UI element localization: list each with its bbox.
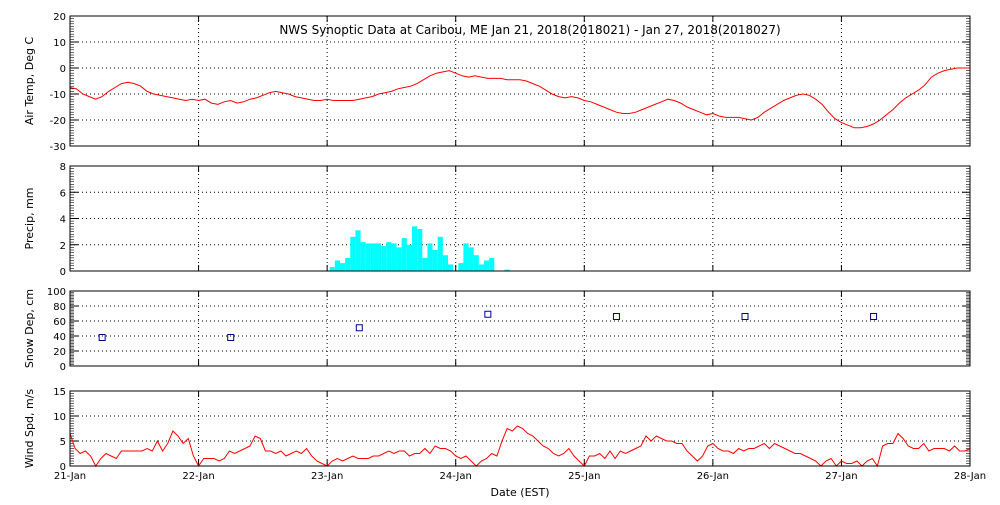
x-tick-label: 25-Jan xyxy=(568,471,600,482)
precip-bar xyxy=(458,263,464,271)
precip-bar xyxy=(468,247,474,271)
x-axis-title: Date (EST) xyxy=(490,486,549,499)
snow-depth-marker xyxy=(98,334,106,341)
precip-bar xyxy=(437,236,443,271)
wind-speed-ytick-label: 5 xyxy=(60,437,66,448)
precip-bar xyxy=(473,255,479,271)
precip-frame xyxy=(69,165,971,272)
precip-bar xyxy=(360,242,366,271)
precip-bar xyxy=(412,226,418,271)
air-temp-ylabel: Air Temp, Deg C xyxy=(23,37,36,126)
precip-bar xyxy=(427,243,433,271)
precip-bar xyxy=(504,269,510,271)
precip-bar xyxy=(345,257,351,271)
x-tick-label: 26-Jan xyxy=(697,471,729,482)
precip-bar xyxy=(365,243,371,271)
precip-bar xyxy=(376,243,382,271)
wind-speed-ytick-label: 10 xyxy=(53,412,66,423)
air-temp-ytick-label: 10 xyxy=(53,38,66,49)
wind-speed-series-line xyxy=(69,425,971,468)
precip-bar xyxy=(350,236,356,271)
precip-bar xyxy=(355,230,361,271)
precip-ytick-label: 2 xyxy=(60,241,66,252)
x-tick-label: 23-Jan xyxy=(311,471,343,482)
snow-depth-marker xyxy=(741,313,749,320)
chart-title: NWS Synoptic Data at Caribou, ME Jan 21,… xyxy=(279,23,780,37)
snow-depth-marker xyxy=(870,313,878,320)
precip-bar xyxy=(381,246,387,271)
snow-depth-ytick-label: 40 xyxy=(53,332,66,343)
precip-bar xyxy=(391,243,397,271)
air-temp-ytick-label: 20 xyxy=(53,12,66,23)
wind-speed-ytick-label: 0 xyxy=(60,462,66,473)
snow-depth-marker xyxy=(227,334,235,341)
snow-depth-panel: 0 20 40 60 80 100 Snow Dep, cm xyxy=(23,287,971,373)
snow-depth-marker xyxy=(612,313,620,320)
precip-bar xyxy=(396,247,402,271)
precip-bar xyxy=(401,238,407,271)
precip-bar xyxy=(406,244,412,271)
wind-speed-ylabel: Wind Spd, m/s xyxy=(23,389,36,469)
x-tick-label: 24-Jan xyxy=(440,471,472,482)
precip-ytick-label: 6 xyxy=(60,188,66,199)
precip-bar xyxy=(417,229,423,271)
snow-depth-ytick-label: 60 xyxy=(53,317,66,328)
air-temp-ytick-label: -20 xyxy=(50,116,66,127)
x-tick-label: 28-Jan xyxy=(954,471,986,482)
precip-bar xyxy=(370,243,376,271)
wind-speed-panel: 0 5 10 15 Wind Spd, m/s xyxy=(23,387,971,473)
precip-bar xyxy=(478,264,484,271)
precip-bar xyxy=(432,250,438,271)
snow-depth-ytick-label: 20 xyxy=(53,347,66,358)
precip-bar xyxy=(386,242,392,271)
air-temp-ytick-label: -30 xyxy=(50,142,66,153)
precip-bar xyxy=(334,260,340,271)
snow-depth-ytick-label: 100 xyxy=(47,287,66,298)
precip-ytick-label: 8 xyxy=(60,162,66,173)
x-tick-label: 27-Jan xyxy=(825,471,857,482)
snow-depth-ylabel: Snow Dep, cm xyxy=(23,289,36,368)
air-temp-frame xyxy=(69,15,971,147)
precip-ytick-label: 4 xyxy=(60,215,66,226)
precip-panel: 0 2 4 6 8 Precip, mm xyxy=(23,162,971,278)
precip-bar xyxy=(340,263,346,271)
precip-bar xyxy=(448,264,454,271)
x-tick-label: 22-Jan xyxy=(182,471,214,482)
snow-depth-marker xyxy=(355,324,363,332)
precip-ytick-label: 0 xyxy=(60,267,66,278)
precip-bar xyxy=(489,257,495,271)
precip-bar xyxy=(463,243,469,271)
wind-speed-ytick-label: 15 xyxy=(53,387,66,398)
precip-bar xyxy=(422,257,428,271)
precip-ylabel: Precip, mm xyxy=(23,188,36,250)
precip-bar xyxy=(442,255,448,271)
snow-depth-marker xyxy=(484,310,492,318)
snow-depth-ytick-label: 0 xyxy=(60,362,66,373)
x-tick-label: 21-Jan xyxy=(54,471,86,482)
wind-speed-frame xyxy=(69,390,971,467)
precip-bar xyxy=(329,267,335,271)
air-temp-ytick-label: 0 xyxy=(60,64,66,75)
snow-depth-frame xyxy=(69,290,971,367)
air-temp-series-line xyxy=(69,67,970,129)
snow-depth-ytick-label: 80 xyxy=(53,302,66,313)
precip-bar xyxy=(484,260,490,271)
air-temp-panel: -30 -20 -10 0 10 20 Air Temp, Deg C xyxy=(23,12,971,153)
air-temp-ytick-label: -10 xyxy=(50,90,66,101)
